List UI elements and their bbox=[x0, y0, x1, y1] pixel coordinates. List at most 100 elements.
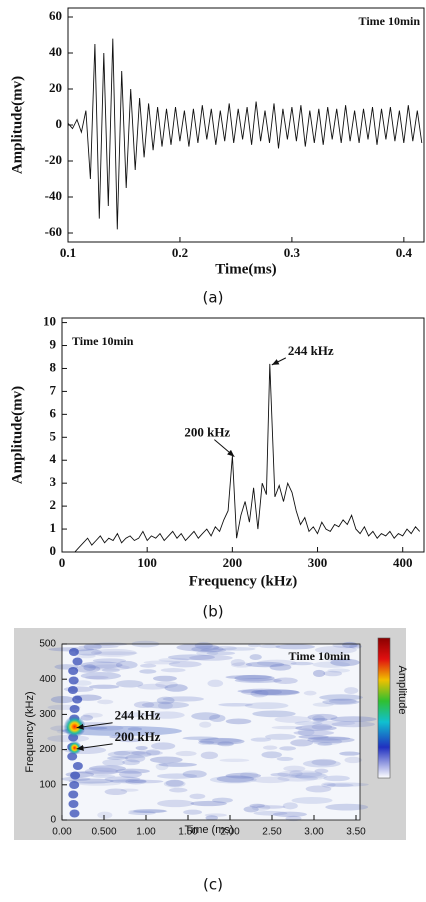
spectrogram-texture bbox=[225, 675, 273, 680]
spectrogram-texture bbox=[156, 696, 175, 705]
spectrogram-texture bbox=[259, 644, 281, 649]
spectrogram-texture bbox=[256, 659, 297, 667]
spectrogram-texture bbox=[151, 742, 176, 750]
spectrogram-texture bbox=[283, 765, 306, 772]
spectrogram-texture bbox=[216, 775, 255, 783]
annotation: 244 kHz bbox=[115, 708, 161, 723]
spectrogram-texture bbox=[145, 749, 161, 756]
spectrogram-texture bbox=[254, 689, 300, 696]
x-tick-label: 300 bbox=[308, 555, 328, 570]
spectrogram-texture bbox=[251, 776, 290, 784]
spectrogram-texture bbox=[209, 714, 226, 722]
y-tick-label: -40 bbox=[45, 188, 62, 203]
spectrogram-texture bbox=[314, 768, 329, 774]
plot-frame bbox=[61, 643, 361, 821]
annotation-arrow bbox=[271, 357, 287, 366]
spectrogram-texture bbox=[68, 778, 114, 784]
spectrogram-texture bbox=[133, 701, 155, 709]
spectrogram-texture bbox=[135, 745, 148, 751]
spectrogram-texture bbox=[291, 797, 333, 804]
spectrogram-texture bbox=[164, 684, 188, 692]
note: Time 10min bbox=[72, 334, 134, 348]
spectrogram-texture bbox=[244, 702, 289, 709]
spectrogram-texture bbox=[141, 701, 190, 709]
spectrogram-texture bbox=[275, 644, 316, 650]
y-tick-label: 2 bbox=[50, 497, 57, 512]
spectrogram-texture bbox=[205, 815, 219, 821]
spectrogram-texture bbox=[88, 664, 130, 671]
spectrogram-texture bbox=[191, 712, 221, 721]
x-tick-label: 400 bbox=[393, 555, 413, 570]
spectrogram-texture bbox=[104, 776, 141, 782]
spectrogram-texture bbox=[72, 695, 83, 704]
spectrogram-texture bbox=[107, 756, 129, 760]
spectrogram-texture bbox=[182, 736, 219, 741]
spectrogram-texture bbox=[157, 799, 194, 808]
spectrogram-texture bbox=[198, 740, 215, 745]
spectrogram-texture bbox=[80, 661, 123, 669]
spectrogram-texture bbox=[312, 702, 334, 707]
spectrogram-texture bbox=[102, 759, 125, 767]
y-tick-label: 60 bbox=[49, 8, 62, 23]
y-tick-label: 9 bbox=[50, 337, 57, 352]
hot-spot bbox=[63, 715, 86, 738]
spectrogram-texture bbox=[225, 718, 252, 725]
spectrogram-texture bbox=[326, 783, 354, 787]
spectrogram-texture bbox=[313, 717, 328, 722]
spectrogram-texture bbox=[212, 797, 233, 803]
plot-frame bbox=[67, 7, 425, 243]
spectrogram-texture bbox=[326, 658, 352, 662]
spectrogram-texture bbox=[127, 779, 164, 784]
spectrogram-texture bbox=[200, 751, 219, 760]
spectrogram-texture bbox=[77, 653, 96, 659]
spectrogram-texture bbox=[273, 677, 298, 685]
annotation-arrow bbox=[76, 722, 113, 730]
spectrogram-texture bbox=[230, 659, 246, 667]
spectrogram-texture bbox=[274, 716, 312, 723]
spectrogram-texture bbox=[206, 651, 236, 656]
spectrogram-texture bbox=[67, 686, 78, 694]
spectrogram-texture bbox=[302, 759, 341, 768]
spectrogram-texture bbox=[168, 661, 202, 668]
spectrogram-texture bbox=[243, 806, 259, 813]
spectrogram-texture bbox=[327, 668, 350, 673]
spectrogram-texture bbox=[221, 647, 256, 651]
spectrogram-texture bbox=[101, 667, 120, 673]
spectrogram-texture bbox=[290, 739, 313, 747]
spectrogram-texture bbox=[209, 775, 257, 784]
spectrogram-texture bbox=[294, 721, 323, 726]
spectrogram-texture bbox=[128, 751, 147, 755]
spectrogram-texture bbox=[68, 667, 79, 675]
spectrogram-texture bbox=[225, 772, 262, 779]
spectrogram-texture bbox=[167, 654, 215, 661]
spectrogram-texture bbox=[319, 694, 363, 701]
spectrogram-texture bbox=[199, 721, 212, 728]
spectrogram-texture bbox=[321, 782, 336, 788]
spectrogram-texture bbox=[137, 683, 169, 690]
x-tick-label: 0.00 bbox=[52, 827, 72, 838]
spectrogram-texture bbox=[270, 772, 291, 777]
colorbar bbox=[377, 637, 391, 779]
y-tick-label: 500 bbox=[39, 639, 56, 650]
spectrogram-texture bbox=[140, 663, 157, 668]
spectrogram-texture bbox=[107, 750, 152, 759]
spectrogram-texture bbox=[120, 788, 139, 792]
spectrogram-texture bbox=[331, 721, 375, 728]
y-tick-label: 100 bbox=[39, 779, 56, 790]
spectrogram-texture bbox=[90, 648, 137, 657]
spectrogram-texture bbox=[250, 689, 269, 698]
spectrogram-texture bbox=[75, 649, 102, 656]
spectrogram-texture bbox=[182, 770, 207, 778]
annotation: 244 kHz bbox=[288, 343, 334, 358]
spectrogram-texture bbox=[256, 805, 286, 809]
spectrogram-texture bbox=[189, 793, 206, 800]
spectrogram-texture bbox=[328, 698, 357, 704]
colorbar-label: Amplitude bbox=[396, 666, 408, 715]
spectrogram-texture bbox=[125, 778, 147, 785]
y-tick-label: 200 bbox=[39, 744, 56, 755]
spectrogram-texture bbox=[155, 681, 178, 689]
y-tick-label: 400 bbox=[39, 674, 56, 685]
spectrogram-texture bbox=[312, 669, 326, 678]
spectrogram-texture bbox=[262, 745, 278, 750]
spectrogram-texture bbox=[50, 696, 75, 704]
